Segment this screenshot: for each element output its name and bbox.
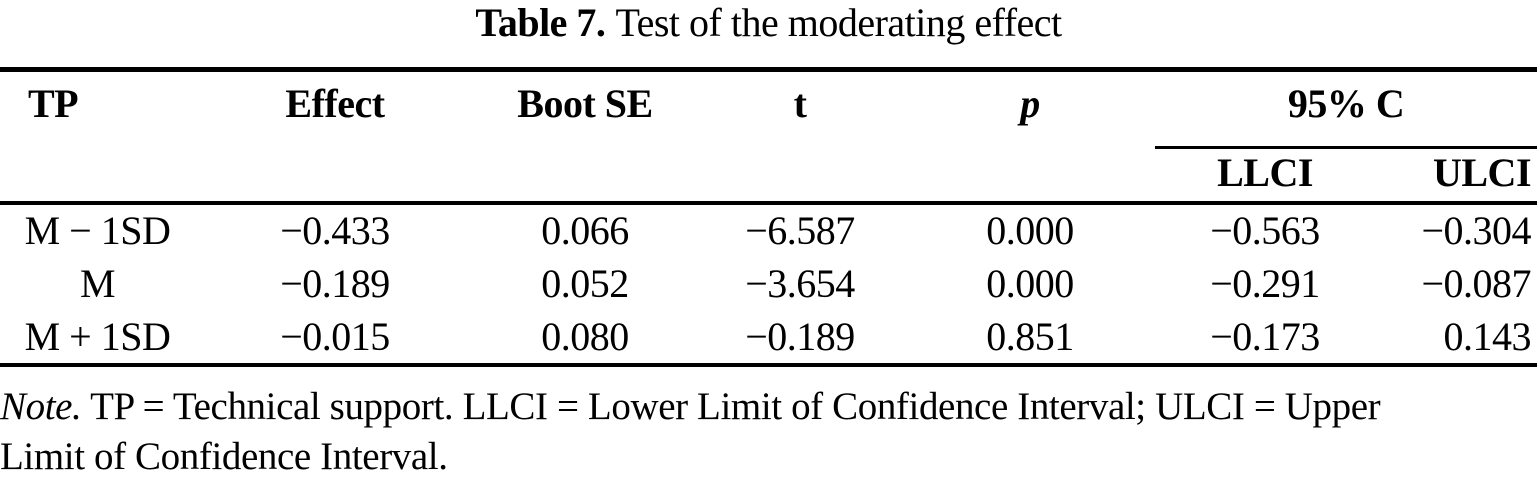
ulci-cell: −0.087 [1421, 261, 1532, 306]
table-header: TP Effect Boot SE t p 95% C LLCI ULCI [0, 69, 1537, 203]
row-label-cell: M [79, 261, 116, 306]
effect-cell: −0.015 [280, 314, 390, 359]
header-tp: TP [28, 81, 79, 126]
header-p: p [1020, 81, 1040, 126]
t-cell: −0.189 [745, 314, 855, 359]
row-label-cell: M + 1SD [24, 314, 171, 359]
effect-cell: −0.189 [280, 261, 390, 306]
header-95-ci: 95% C [1155, 69, 1537, 149]
t-cell: −6.587 [745, 208, 855, 253]
note-line-2: Limit of Confidence Interval. [0, 434, 448, 478]
table-body: M − 1SD −0.433 0.066 −6.587 0.000 −0.563… [0, 203, 1537, 365]
header-ulci: ULCI [1432, 150, 1532, 196]
header-row-2: LLCI ULCI [0, 148, 1537, 203]
moderating-effect-table: TP Effect Boot SE t p 95% C LLCI ULCI M … [0, 67, 1537, 367]
table-number-label: Table 7. [475, 0, 606, 45]
boot-se-cell: 0.066 [541, 208, 629, 253]
note-line-1: Note. TP = Technical support. LLCI = Low… [0, 382, 1537, 432]
table-note: Note. TP = Technical support. LLCI = Low… [0, 382, 1537, 482]
header-effect: Effect [285, 81, 385, 126]
header-row-1: TP Effect Boot SE t p 95% C [0, 69, 1537, 149]
p-cell: 0.000 [986, 208, 1074, 253]
boot-se-cell: 0.052 [541, 261, 629, 306]
llci-cell: −0.173 [1210, 314, 1320, 359]
table-title-text: Test of the moderating effect [615, 0, 1062, 45]
llci-cell: −0.291 [1210, 261, 1320, 306]
ulci-cell: −0.304 [1421, 208, 1532, 253]
note-label: Note. [0, 384, 82, 428]
header-boot-se: Boot SE [517, 81, 653, 126]
header-t: t [793, 81, 807, 126]
llci-cell: −0.563 [1210, 208, 1320, 253]
effect-cell: −0.433 [280, 208, 390, 253]
note-line-1-text: TP = Technical support. LLCI = Lower Lim… [81, 384, 1381, 428]
table-title: Table 7. Test of the moderating effect [0, 0, 1537, 45]
table-row-m: M −0.189 0.052 −3.654 0.000 −0.291 −0.08… [0, 257, 1537, 311]
ulci-cell: 0.143 [1443, 314, 1532, 359]
t-cell: −3.654 [745, 261, 855, 306]
boot-se-cell: 0.080 [541, 314, 629, 359]
row-label-cell: M − 1SD [24, 208, 171, 253]
p-cell: 0.851 [986, 314, 1074, 359]
table-row-m-plus-1sd: M + 1SD −0.015 0.080 −0.189 0.851 −0.173… [0, 311, 1537, 365]
header-llci: LLCI [1217, 150, 1313, 196]
table-row-m-minus-1sd: M − 1SD −0.433 0.066 −6.587 0.000 −0.563… [0, 203, 1537, 257]
p-cell: 0.000 [986, 261, 1074, 306]
